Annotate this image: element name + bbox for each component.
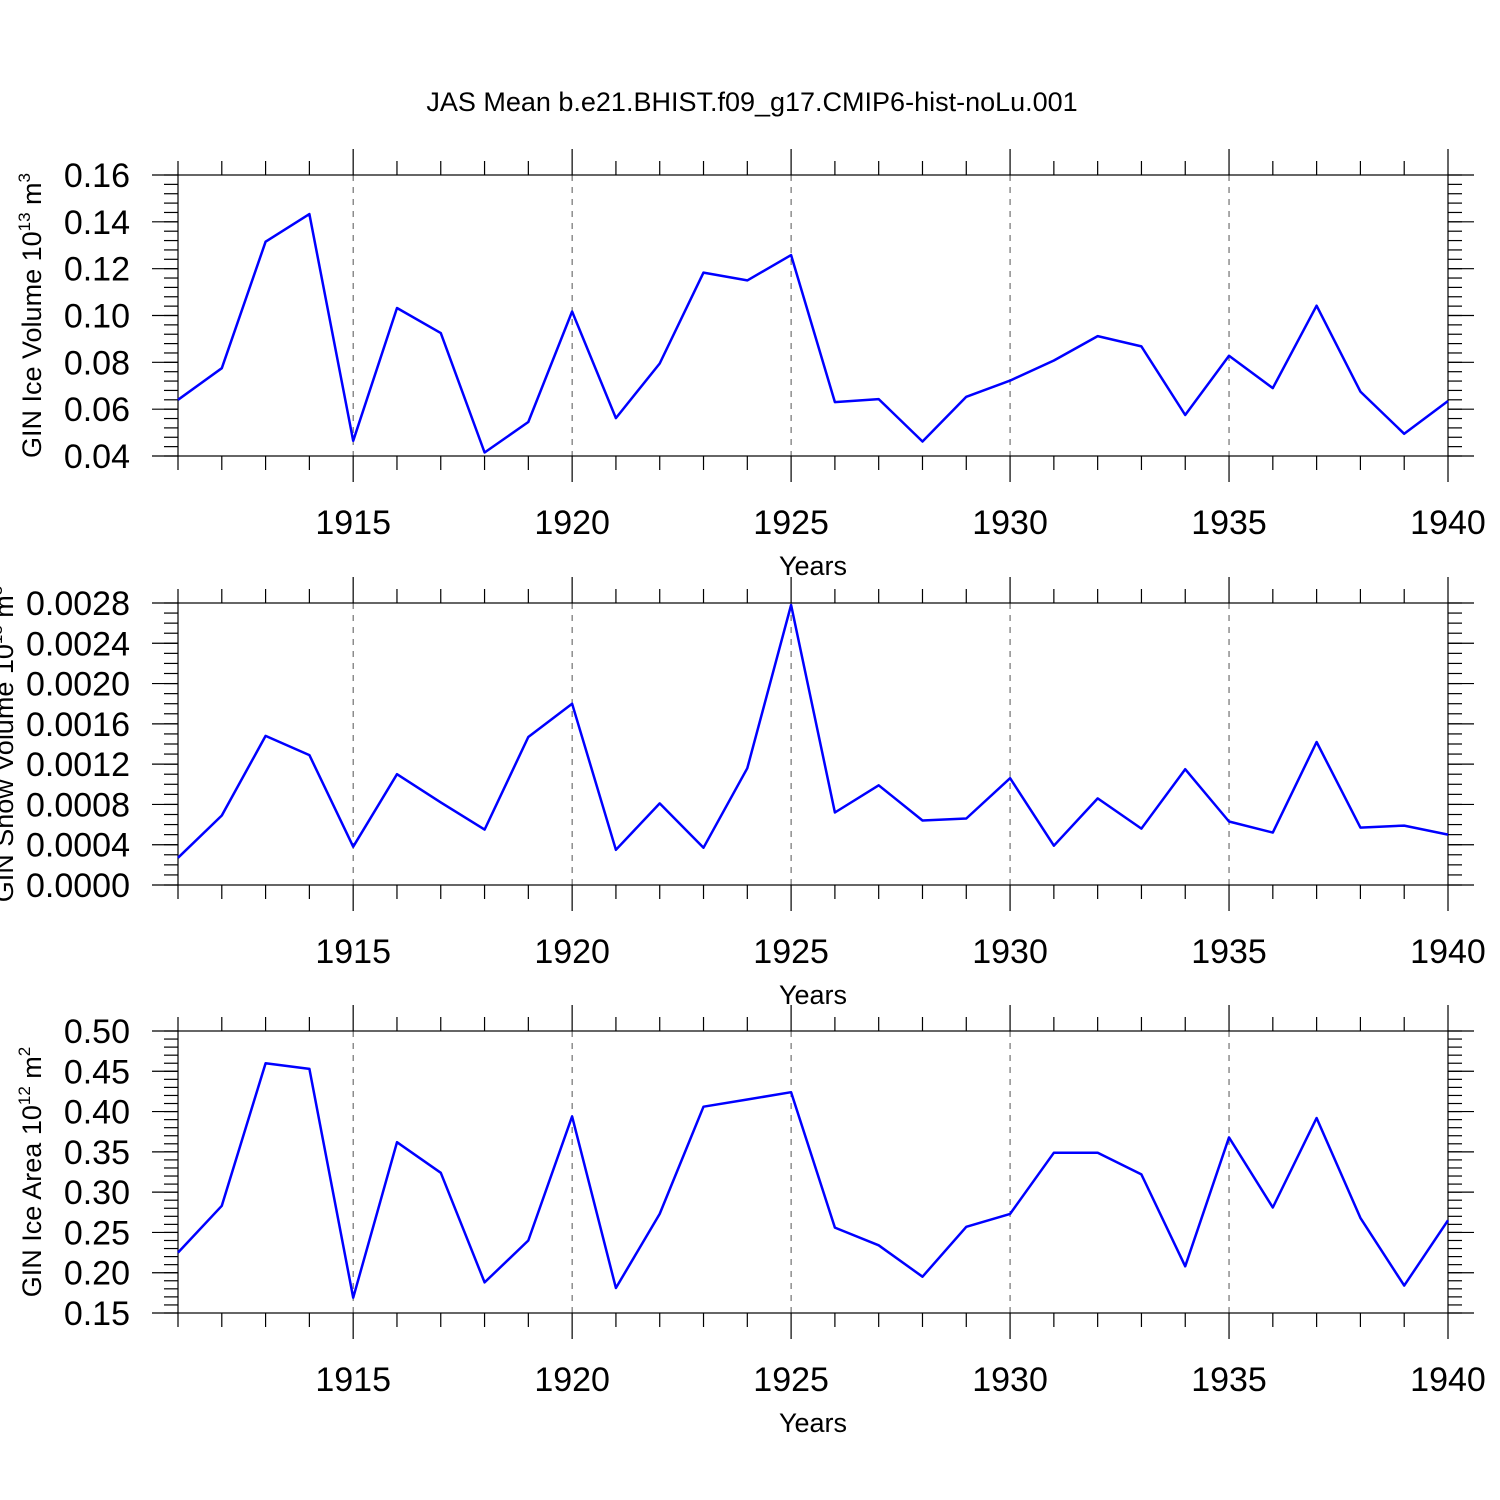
chart-title: JAS Mean b.e21.BHIST.f09_g17.CMIP6-hist-… — [426, 87, 1077, 117]
y-tick-label: 0.10 — [64, 298, 130, 336]
series-line — [177, 1061, 1450, 1299]
y-tick-label: 0.40 — [64, 1094, 130, 1132]
y-tick-label: 0.0012 — [26, 746, 130, 784]
x-axis-label: Years — [779, 980, 847, 1010]
x-axis-label: Years — [779, 1408, 847, 1438]
plot-frame — [177, 174, 1449, 457]
x-tick-label: 1930 — [972, 933, 1048, 971]
x-tick-label: 1940 — [1410, 933, 1486, 971]
y-tick-label: 0.06 — [64, 391, 130, 429]
y-tick-label: 0.0004 — [26, 827, 130, 865]
y-tick-label: 0.35 — [64, 1134, 130, 1172]
x-tick-label: 1940 — [1410, 504, 1486, 542]
y-tick-label: 0.25 — [64, 1214, 130, 1252]
x-tick-label: 1935 — [1191, 1361, 1267, 1399]
x-tick-label: 1930 — [972, 1361, 1048, 1399]
series-line — [177, 603, 1449, 859]
x-tick-label: 1920 — [534, 933, 610, 971]
x-tick-label: 1935 — [1191, 933, 1267, 971]
panel-1: 0.04 0.06 0.08 0.10 0.12 0.14 0.16 1915 1920 1925… — [15, 149, 1486, 581]
x-tick-label: 1915 — [315, 933, 391, 971]
x-tick-label: 1915 — [315, 1361, 391, 1399]
x-tick-label: 1925 — [753, 1361, 829, 1399]
y-tick-label: 0.12 — [64, 251, 130, 289]
plot-frame — [177, 602, 1449, 886]
y-tick-label: 0.50 — [64, 1013, 130, 1051]
x-tick-label: 1915 — [315, 504, 391, 542]
x-tick-label: 1930 — [972, 504, 1048, 542]
x-tick-label: 1935 — [1191, 504, 1267, 542]
y-tick-label: 0.45 — [64, 1053, 130, 1091]
y-tick-label: 0.16 — [64, 157, 130, 195]
y-tick-label: 0.0028 — [26, 585, 130, 623]
panel-2: 0.00000.00040.00080.00120.00160.00200.00… — [0, 577, 1486, 1010]
x-tick-label: 1925 — [753, 504, 829, 542]
panel-3: 0.150.200.250.300.350.400.450.50 1915 1920… — [15, 1005, 1486, 1438]
series-line — [177, 212, 1449, 454]
y-tick-label: 0.15 — [64, 1295, 130, 1333]
x-axis-label: Years — [779, 551, 847, 581]
x-tick-label: 1940 — [1410, 1361, 1486, 1399]
y-tick-label: 0.04 — [64, 438, 130, 476]
x-tick-label: 1920 — [534, 1361, 610, 1399]
y-tick-label: 0.0024 — [26, 625, 130, 663]
y-tick-label: 0.0008 — [26, 786, 130, 824]
y-tick-label: 0.08 — [64, 344, 130, 382]
y-axis-label: GIN Ice Volume 1013 m3 — [15, 173, 47, 458]
plot-frame — [177, 1030, 1449, 1314]
x-tick-label: 1920 — [534, 504, 610, 542]
x-tick-label: 1925 — [753, 933, 829, 971]
y-tick-label: 0.0016 — [26, 706, 130, 744]
y-tick-label: 0.20 — [64, 1255, 130, 1293]
y-tick-label: 0.30 — [64, 1174, 130, 1212]
y-tick-label: 0.0000 — [26, 867, 130, 905]
y-tick-label: 0.0020 — [26, 666, 130, 704]
y-tick-label: 0.14 — [64, 204, 130, 242]
y-axis-label: GIN Ice Area 1012 m2 — [15, 1047, 47, 1298]
y-axis-label: GIN Snow Volume 1013 m3 — [0, 586, 19, 903]
